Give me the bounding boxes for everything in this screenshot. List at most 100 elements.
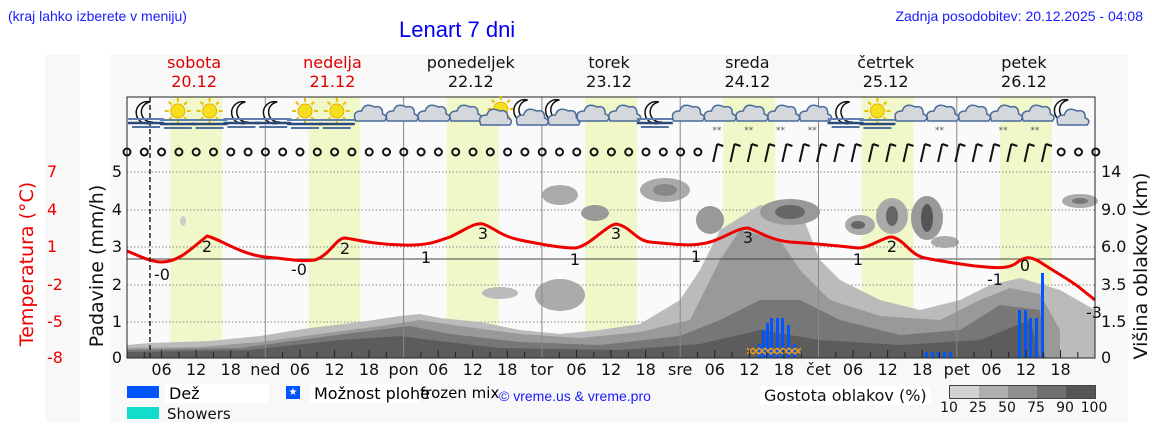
y-tick-label: 1.5	[1101, 312, 1127, 331]
svg-text:0: 0	[1020, 256, 1030, 275]
day-header: sobota 20.12	[134, 53, 254, 91]
precipitation-axis-label: Padavine (mm/h)	[86, 184, 108, 348]
x-tick-label: 18	[773, 360, 795, 379]
sunfog-icon	[287, 98, 323, 129]
y-tick-label: 14	[1101, 162, 1122, 181]
colorbar-tick: 100	[1080, 400, 1108, 416]
colorbar-tick: 25	[969, 400, 987, 416]
day-header: sreda 24.12	[687, 53, 807, 91]
snow-icon: **	[1021, 104, 1055, 136]
cloud-height-axis-label: Višina oblakov (km)	[1130, 172, 1152, 360]
y-tick-label: 2	[111, 275, 122, 294]
moonfog-icon	[255, 100, 292, 128]
x-tick-label: 18	[497, 360, 518, 379]
svg-text:-0: -0	[154, 265, 170, 284]
day-name: nedelja	[303, 53, 362, 72]
x-tick-label: 06	[704, 360, 725, 379]
rain-legend-label: Dež	[165, 384, 269, 403]
chance-legend-label: Možnost plohe	[310, 384, 430, 403]
day-date: 23.12	[586, 72, 632, 91]
star-icon: ★	[286, 386, 300, 399]
y-tick-label: 5	[111, 162, 122, 181]
cloud-density-areas	[127, 178, 1098, 358]
x-tick-label: 06	[289, 360, 311, 379]
svg-text:1: 1	[421, 248, 431, 267]
temperature-axis-label: Temperatura (°C)	[16, 181, 38, 347]
y-tick-label: 6.0	[1101, 237, 1127, 256]
svg-text:2: 2	[887, 237, 897, 256]
x-tick-label: tor	[530, 360, 554, 379]
day-date: 25.12	[862, 72, 909, 91]
y-tick-label: 1	[47, 237, 58, 256]
y-tick-label: 3	[111, 237, 122, 256]
y-tick-label: 0	[1101, 348, 1112, 367]
x-tick-label: 06	[151, 360, 172, 379]
y-tick-label: 4	[47, 200, 58, 219]
frozen-mix-markers	[746, 347, 802, 355]
day-header: četrtek 25.12	[826, 53, 946, 91]
colorbar-tick: 75	[1027, 400, 1045, 416]
svg-text:**: **	[1030, 126, 1040, 136]
y-tick-label: -5	[47, 312, 63, 331]
day-date: 24.12	[724, 72, 771, 91]
x-tick-label: 12	[739, 360, 760, 379]
region-hint-link[interactable]: (kraj lahko izberete v meniju)	[8, 8, 187, 24]
x-tick-label: 06	[566, 360, 587, 379]
temperature-line	[126, 222, 1096, 302]
credit-link[interactable]: © vreme.us & vreme.pro	[499, 388, 651, 404]
day-date: 21.12	[309, 72, 356, 91]
y-tick-label: -2	[47, 275, 63, 294]
moonc-icon	[1053, 98, 1090, 126]
x-tick-label: 12	[324, 360, 345, 379]
temperature-axis: Temperatura (°C)	[10, 165, 40, 365]
snow-icon: **	[798, 104, 833, 136]
x-tick-label: ned	[250, 360, 281, 379]
y-tick-label: 3.5	[1101, 275, 1127, 294]
svg-text:**: **	[712, 126, 722, 136]
day-name: petek	[1001, 53, 1047, 72]
moonfog-icon	[128, 100, 164, 128]
sunfog-icon	[159, 98, 196, 129]
day-name: ponedeljek	[426, 53, 515, 72]
day-header: nedelja 21.12	[272, 53, 392, 91]
day-name: torek	[588, 53, 630, 72]
svg-text:-1: -1	[987, 270, 1003, 289]
svg-text:**: **	[935, 126, 945, 136]
moonfog-icon	[636, 100, 673, 128]
day-date: 26.12	[1001, 72, 1047, 91]
frozen-legend-label: frozen mix	[420, 384, 500, 402]
x-tick-label: sre	[667, 360, 693, 379]
weather-icons-row: ** ** ** ** ** ** **	[128, 96, 1090, 136]
x-tick-label: 06	[427, 360, 449, 379]
y-tick-label: 7	[47, 162, 58, 181]
svg-text:1: 1	[853, 250, 863, 269]
day-header: petek 26.12	[964, 53, 1084, 91]
day-date: 20.12	[171, 72, 218, 91]
horizontal-gridlines	[127, 171, 1095, 323]
day-name: sreda	[725, 53, 770, 72]
cloud-density-colorbar	[949, 385, 1096, 399]
svg-text:3: 3	[743, 228, 753, 247]
svg-text:**: **	[999, 126, 1009, 136]
x-tick-label: pet	[943, 360, 970, 379]
hour-ticks	[143, 350, 1079, 358]
x-tick-label: čet	[806, 360, 831, 379]
rain-legend-swatch	[127, 386, 159, 398]
x-tick-label: 06	[981, 360, 1002, 379]
last-update: Zadnja posodobitev: 20.12.2025 - 04:08	[895, 8, 1143, 24]
svg-text:**: **	[808, 126, 818, 136]
y-tick-label: -8	[47, 348, 63, 367]
svg-text:3: 3	[478, 224, 488, 243]
x-tick-label: 12	[185, 360, 207, 379]
colorbar-tick: 90	[1056, 400, 1074, 416]
x-tick-label: 12	[600, 360, 622, 379]
y-tick-label: 0	[111, 348, 122, 367]
svg-text:2: 2	[202, 237, 212, 256]
temperature-value-labels: -0 2 -0 2 1 3 1 3 1 3 1 2 -1 0 -3	[154, 224, 1102, 322]
day-name: četrtek	[857, 53, 915, 72]
x-tick-label: 12	[877, 360, 898, 379]
svg-text:-0: -0	[291, 260, 307, 279]
day-separators	[264, 97, 958, 358]
svg-text:-3: -3	[1086, 303, 1102, 322]
